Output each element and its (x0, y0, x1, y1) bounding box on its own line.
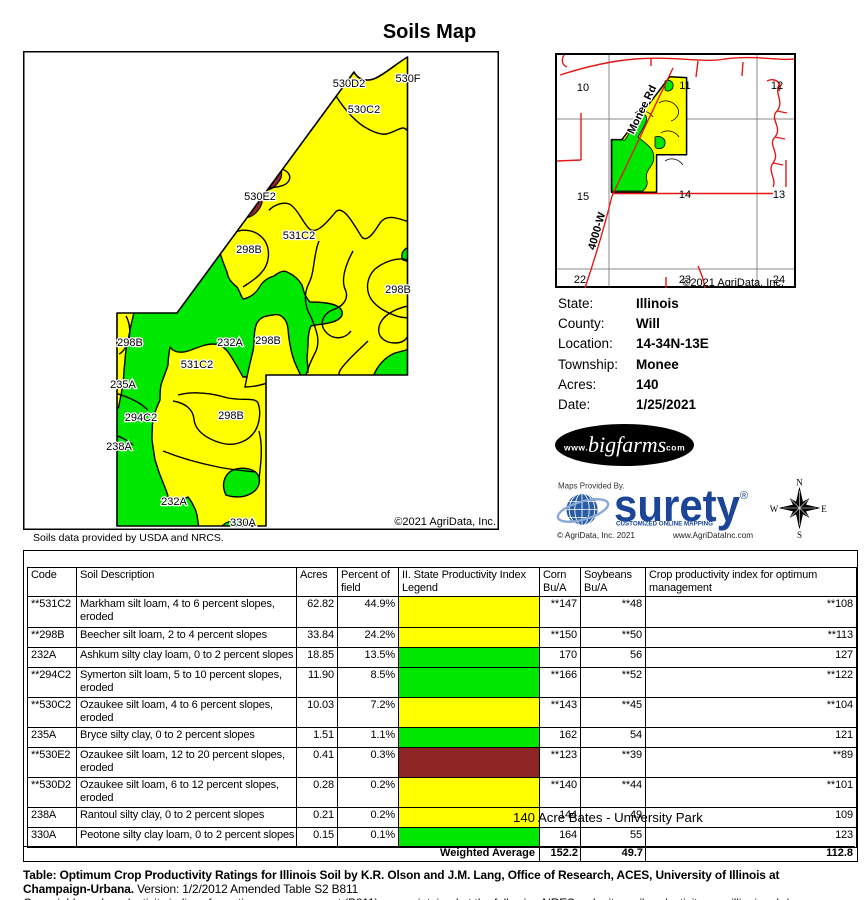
svg-text:530F: 530F (395, 73, 420, 85)
svg-text:surety: surety (614, 480, 740, 531)
svg-text:298B: 298B (385, 284, 411, 296)
svg-text:232A: 232A (161, 496, 187, 508)
svg-text:530E2: 530E2 (244, 191, 276, 203)
svg-text:www.: www. (563, 443, 588, 453)
svg-text:®: ® (740, 490, 748, 502)
svg-text:23: 23 (679, 274, 691, 286)
svg-text:12: 12 (771, 80, 783, 92)
svg-text:©2021 AgriData, Inc.: ©2021 AgriData, Inc. (682, 277, 784, 288)
svg-text:530C2: 530C2 (348, 104, 380, 116)
svg-text:238A: 238A (106, 441, 132, 453)
svg-text:531C2: 531C2 (181, 359, 213, 371)
svg-text:© AgriData, Inc. 2021: © AgriData, Inc. 2021 (557, 531, 635, 540)
svg-text:298B: 298B (236, 244, 262, 256)
svg-text:14: 14 (679, 189, 691, 201)
svg-text:.com: .com (663, 443, 685, 453)
svg-text:294C2: 294C2 (125, 412, 157, 424)
svg-text:530D2: 530D2 (333, 78, 365, 90)
svg-text:13: 13 (773, 189, 785, 201)
svg-text:E: E (821, 504, 827, 514)
svg-text:298B: 298B (117, 337, 143, 349)
svg-text:298B: 298B (255, 335, 281, 347)
svg-text:235A: 235A (110, 379, 136, 391)
svg-text:22: 22 (574, 274, 586, 286)
svg-text:15: 15 (577, 191, 589, 203)
svg-text:232A: 232A (217, 337, 243, 349)
svg-text:N: N (796, 478, 803, 488)
svg-text:298B: 298B (218, 410, 244, 422)
svg-text:Maps Provided By.: Maps Provided By. (558, 482, 625, 491)
svg-text:24: 24 (773, 274, 785, 286)
svg-text:CUSTOMIZED ONLINE MAPPING: CUSTOMIZED ONLINE MAPPING (616, 521, 713, 528)
svg-text:531C2: 531C2 (283, 230, 315, 242)
svg-text:S: S (797, 530, 802, 540)
svg-text:10: 10 (577, 82, 589, 94)
svg-text:11: 11 (679, 80, 690, 92)
svg-text:W: W (770, 504, 779, 514)
svg-text:©2021 AgriData, Inc.: ©2021 AgriData, Inc. (394, 516, 496, 528)
svg-text:www.AgriDataInc.com: www.AgriDataInc.com (672, 531, 753, 540)
svg-text:bigfarms: bigfarms (588, 432, 666, 457)
svg-text:330A: 330A (230, 517, 256, 529)
